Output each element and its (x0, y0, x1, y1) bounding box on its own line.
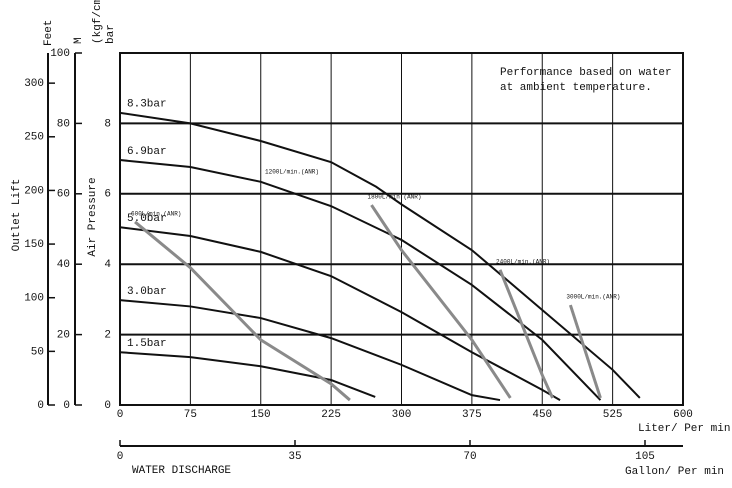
curve-label: 1.5bar (127, 338, 167, 350)
curve-label: 3.0bar (127, 286, 167, 298)
y3-tick-label: 200 (24, 185, 44, 197)
curve-label: 2400L/min.(ANR) (496, 258, 550, 265)
x-tick-label: 375 (462, 409, 482, 421)
x-tick-label: 300 (392, 409, 412, 421)
x-tick-label: 450 (532, 409, 552, 421)
y-tick-label: 0 (104, 400, 111, 412)
y2-tick-label: 80 (57, 118, 70, 130)
y3-tick-label: 0 (37, 400, 44, 412)
y3-tick-label: 250 (24, 132, 44, 144)
y2-tick-label: 100 (50, 48, 70, 60)
discharge-label: WATER DISCHARGE (132, 465, 231, 477)
curve-label: 8.3bar (127, 99, 167, 111)
annotation: Performance based on water (500, 67, 672, 79)
y-axis-unit: (kgf/cm2) (92, 0, 104, 44)
annotation: at ambient temperature. (500, 82, 652, 94)
y3-tick-label: 150 (24, 239, 44, 251)
curve (119, 299, 501, 402)
y-axis-unit: bar (105, 24, 117, 44)
x-tick-label: 0 (117, 409, 124, 421)
y2-axis-unit: M (73, 37, 85, 44)
y2-tick-label: 60 (57, 189, 70, 201)
y-axis-label: Air Pressure (87, 177, 99, 256)
x2-tick-label: 0 (117, 451, 124, 463)
curve (119, 159, 602, 401)
curve (134, 220, 351, 402)
x2-axis-label: Gallon/ Per min (625, 466, 724, 478)
y2-tick-label: 20 (57, 330, 70, 342)
x-tick-label: 525 (603, 409, 623, 421)
x2-tick-label: 70 (463, 451, 476, 463)
y3-tick-label: 50 (31, 346, 44, 358)
curve (568, 304, 602, 399)
curve (119, 111, 641, 399)
curve-label: 1800L/min.(ANR) (367, 194, 421, 201)
curve-label: 600L/min.(ANR) (131, 211, 181, 218)
x-tick-label: 225 (321, 409, 341, 421)
curve (498, 269, 554, 399)
curve-label: 6.9bar (127, 146, 167, 158)
y2-tick-label: 0 (63, 400, 70, 412)
curve-label: 3000L/min.(ANR) (566, 294, 620, 301)
y3-tick-label: 300 (24, 78, 44, 90)
y3-axis-unit: Feet (43, 20, 55, 46)
y2-tick-label: 40 (57, 259, 70, 271)
curve (119, 351, 376, 398)
curve (370, 204, 512, 399)
y-tick-label: 6 (104, 189, 111, 201)
curve (119, 226, 561, 401)
curve-label: 1200L/min.(ANR) (265, 169, 319, 176)
y3-tick-label: 100 (24, 293, 44, 305)
y-tick-label: 2 (104, 330, 111, 342)
x2-tick-label: 105 (635, 451, 655, 463)
y-tick-label: 4 (104, 259, 111, 271)
outlet-axis-label: Outlet Lift (11, 179, 23, 252)
y-tick-label: 8 (104, 118, 111, 130)
x-tick-label: 75 (184, 409, 197, 421)
x-tick-label: 600 (673, 409, 693, 421)
x2-tick-label: 35 (288, 451, 301, 463)
x-tick-label: 150 (251, 409, 271, 421)
x-axis-label: Liter/ Per min (638, 423, 730, 435)
